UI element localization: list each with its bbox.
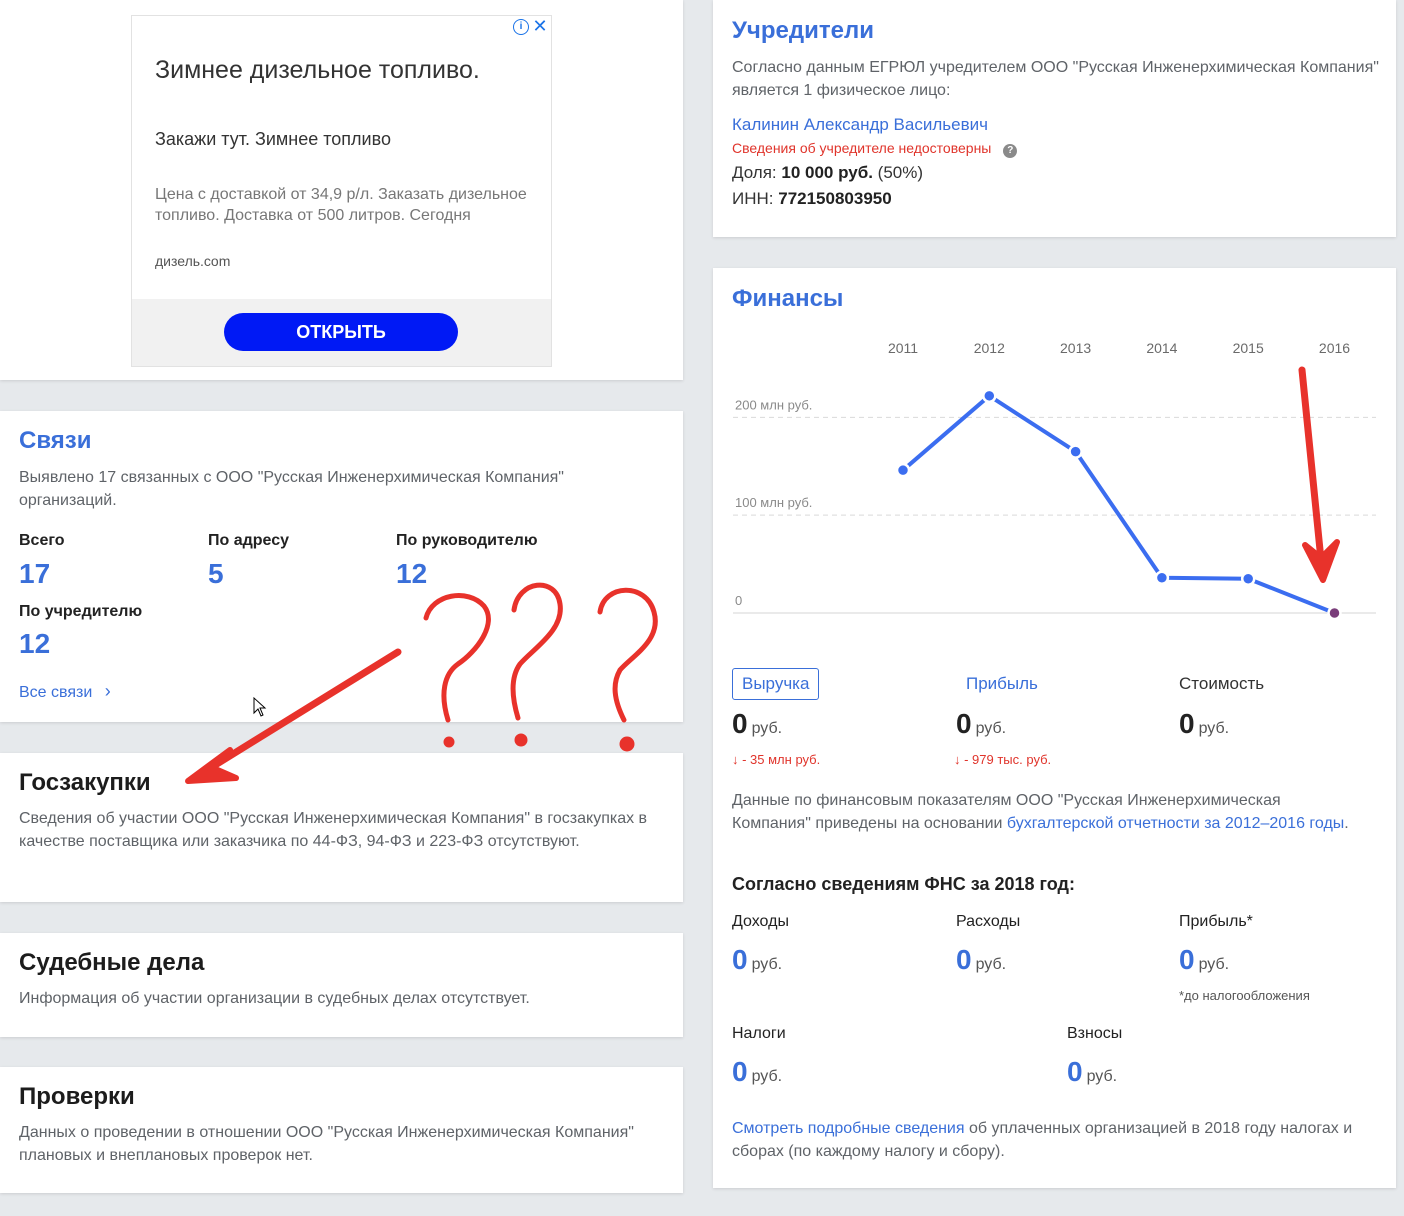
finance-title: Финансы (732, 285, 844, 312)
mouse-cursor-icon (253, 696, 267, 722)
stat-total-label: Всего (19, 532, 65, 549)
stat-founder-label: По учредителю (19, 603, 143, 620)
share-percent: (50%) (877, 163, 924, 182)
chart-data-point[interactable] (1068, 444, 1083, 459)
metric-profit-tab[interactable]: Прибыль (966, 674, 1038, 693)
metric-revenue-value: 0 руб. (732, 708, 783, 739)
chart-x-tick-label: 2013 (1060, 340, 1091, 356)
chart-x-tick-label: 2011 (888, 340, 918, 356)
founder-warning-text: Сведения об учредителе недостоверны (732, 140, 992, 156)
founder-warning: Сведения об учредителе недостоверны ? (732, 140, 1018, 158)
chart-y-tick-label: 200 млн руб. (735, 397, 812, 412)
fns-taxes-label: Налоги (732, 1025, 786, 1042)
ad-domain: дизель.com (155, 253, 231, 269)
metric-cost-tab[interactable]: Стоимость (1179, 674, 1265, 693)
chart-y-tick-label: 100 млн руб. (735, 495, 812, 510)
chart-data-point[interactable] (982, 388, 997, 404)
ad-info-icon[interactable]: i (513, 19, 529, 35)
ad-description: Цена с доставкой от 34,9 р/л. Заказать д… (155, 186, 527, 224)
fns-expenses-value: 0 руб. (956, 944, 1007, 975)
inspections-title: Проверки (19, 1083, 135, 1110)
stat-address-value[interactable]: 5 (208, 558, 224, 589)
chart-x-tick-label: 2014 (1146, 340, 1177, 356)
detailed-info-link[interactable]: Смотреть подробные сведения (732, 1120, 965, 1137)
metric-revenue-delta: ↓ - 35 млн руб. (732, 752, 821, 767)
inspections-description: Данных о проведении в отношении ООО "Рус… (19, 1124, 634, 1164)
founder-share: Доля: 10 000 руб. (50%) (732, 163, 923, 183)
share-value: 10 000 руб. (781, 163, 873, 182)
ad-subtitle: Закажи тут. Зимнее топливо (155, 129, 391, 149)
fns-expenses-label: Расходы (956, 913, 1021, 930)
fns-profit-value: 0 руб. (1179, 944, 1230, 975)
finance-chart: 0 100 млн руб. 200 млн руб. 2011 2012 2013 201… (713, 328, 1396, 628)
chevron-right-icon: › (104, 681, 111, 701)
links-card: Связи Выявлено 17 связанных с ООО "Русск… (0, 411, 683, 722)
court-description: Информация об участии организации в суде… (19, 990, 530, 1007)
chart-data-point[interactable] (1327, 605, 1342, 621)
inn-label: ИНН: (732, 189, 774, 208)
inspections-card: Проверки Данных о проведении в отношении… (0, 1067, 683, 1193)
founders-description: Согласно данным ЕГРЮЛ учредителем ООО "Р… (732, 59, 1379, 99)
fns-contributions-label: Взносы (1067, 1025, 1123, 1042)
all-links-link[interactable]: Все связи › (19, 681, 111, 702)
fns-profit-label: Прибыль* (1179, 913, 1253, 930)
court-title: Судебные дела (19, 949, 205, 976)
fns-taxes-value: 0 руб. (732, 1056, 783, 1087)
inn-value: 772150803950 (778, 189, 892, 208)
fns-contributions-value: 0 руб. (1067, 1056, 1118, 1087)
all-links-label: Все связи (19, 684, 93, 701)
chart-data-point[interactable] (895, 462, 911, 478)
stat-address-label: По адресу (208, 532, 290, 549)
stat-founder-value[interactable]: 12 (19, 628, 51, 659)
fns-income-label: Доходы (732, 913, 789, 930)
ad-card: i ✕ Зимнее дизельное топливо. Закажи тут… (0, 0, 683, 380)
fns-income-value: 0 руб. (732, 944, 783, 975)
links-description: Выявлено 17 связанных с ООО "Русская Инж… (19, 469, 564, 509)
founder-name-link[interactable]: Калинин Александр Васильевич (732, 115, 988, 134)
metric-cost-value: 0 руб. (1179, 708, 1230, 739)
chart-data-point[interactable] (1240, 571, 1256, 587)
accounting-report-link[interactable]: бухгалтерской отчетности за 2012–2016 го… (1006, 815, 1345, 832)
chart-x-tick-label: 2016 (1319, 340, 1350, 356)
ad-open-button[interactable]: ОТКРЫТЬ (224, 313, 458, 351)
fns-profit-note: *до налогообложения (1179, 988, 1310, 1003)
chart-series-line (901, 393, 1336, 615)
share-label: Доля: (732, 163, 777, 182)
finance-card: Финансы 0 100 млн руб. 200 млн руб. 2011 201… (713, 268, 1396, 1188)
ad-close-icon[interactable]: ✕ (532, 16, 548, 36)
chart-y-tick-label: 0 (735, 593, 742, 608)
court-card: Судебные дела Информация об участии орга… (0, 933, 683, 1037)
procurement-description: Сведения об участии ООО "Русская Инженер… (19, 810, 648, 850)
metric-revenue-tab[interactable]: Выручка (732, 668, 820, 700)
procurement-card: Госзакупки Сведения об участии ООО "Русс… (0, 753, 683, 902)
procurement-title: Госзакупки (19, 769, 151, 796)
ad-title[interactable]: Зимнее дизельное топливо. (155, 56, 480, 84)
stat-director-label: По руководителю (396, 532, 538, 549)
fns-more-text: Смотреть подробные сведения об уплаченны… (732, 1120, 1353, 1160)
founder-inn: ИНН: 772150803950 (732, 189, 892, 209)
chart-x-tick-label: 2012 (974, 340, 1005, 356)
founders-card: Учредители Согласно данным ЕГРЮЛ учредит… (713, 0, 1396, 237)
founders-title: Учредители (732, 17, 874, 44)
metric-profit-value: 0 руб. (956, 708, 1007, 739)
chart-data-point[interactable] (1154, 570, 1170, 586)
metric-profit-delta: ↓ - 979 тыс. руб. (954, 752, 1052, 767)
finance-line-chart: 0 100 млн руб. 200 млн руб. 2011 2012 2013 201… (733, 340, 1376, 621)
stat-director-value[interactable]: 12 (396, 558, 428, 589)
chart-x-tick-label: 2015 (1233, 340, 1264, 356)
links-title: Связи (19, 427, 92, 454)
help-icon[interactable]: ? (1003, 144, 1018, 158)
ad-block[interactable]: i ✕ Зимнее дизельное топливо. Закажи тут… (131, 15, 552, 367)
finance-note: Данные по финансовым показателям ООО "Ру… (732, 792, 1349, 832)
fns-title: Согласно сведениям ФНС за 2018 год: (732, 874, 1075, 894)
stat-total-value[interactable]: 17 (19, 558, 51, 589)
